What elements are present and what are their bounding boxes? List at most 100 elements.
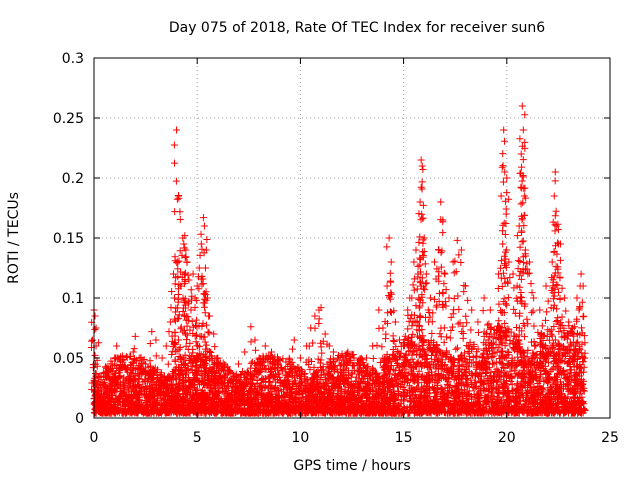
data-point-spread — [228, 398, 236, 406]
data-point-spread — [320, 390, 328, 398]
data-point-spread — [207, 366, 215, 374]
data-point — [518, 102, 526, 110]
data-point-spread — [482, 364, 490, 372]
data-point-spread — [516, 309, 524, 317]
data-point-spread — [480, 328, 488, 336]
data-point-spread — [544, 297, 552, 305]
data-point-spread — [188, 317, 196, 325]
data-point-spread — [202, 288, 210, 296]
data-point-spread — [247, 338, 255, 346]
data-point-spread — [171, 357, 179, 365]
data-point-spread — [489, 400, 497, 408]
data-point-spread — [452, 268, 460, 276]
data-point-spread — [218, 384, 226, 392]
data-point — [521, 246, 529, 254]
data-point — [556, 240, 564, 248]
data-point — [577, 270, 585, 278]
data-point-spread — [440, 389, 448, 397]
data-point-spread — [521, 144, 529, 152]
data-point — [520, 192, 528, 200]
data-point-spread — [247, 359, 255, 367]
data-point-spread — [440, 373, 448, 381]
data-point-spread — [559, 381, 567, 389]
data-point — [526, 258, 534, 266]
data-point-spread — [556, 274, 564, 282]
data-point-spread — [426, 313, 434, 321]
data-point-spread — [518, 297, 526, 305]
data-point-spread — [435, 268, 443, 276]
data-point — [412, 246, 420, 254]
data-point — [91, 312, 99, 320]
data-point-spread — [305, 356, 313, 364]
data-point-spread — [520, 211, 528, 219]
data-point-spread — [167, 304, 175, 312]
data-point-spread — [578, 340, 586, 348]
data-point — [441, 270, 449, 278]
data-point-spread — [536, 372, 544, 380]
data-point-spread — [319, 390, 327, 398]
data-point-spread — [421, 286, 429, 294]
data-point-spread — [454, 292, 462, 300]
data-point-spread — [500, 388, 508, 396]
data-point-spread — [554, 220, 562, 228]
data-point-spread — [206, 381, 214, 389]
data-point-spread — [573, 317, 581, 325]
data-point — [499, 240, 507, 248]
data-point — [383, 282, 391, 290]
data-point-spread — [416, 278, 424, 286]
data-point-spread — [503, 301, 511, 309]
data-point-spread — [418, 363, 426, 371]
data-point-spread — [383, 243, 391, 251]
data-point-spread — [499, 308, 507, 316]
data-point-spread — [431, 295, 438, 303]
data-point-spread — [416, 302, 424, 310]
data-point-spread — [388, 290, 396, 298]
data-point-spread — [514, 372, 522, 380]
data-point-spread — [578, 298, 586, 306]
data-point — [565, 318, 573, 326]
data-point-spread — [506, 274, 514, 282]
data-point-spread — [171, 347, 179, 355]
data-point-spread — [354, 397, 362, 405]
data-point — [166, 318, 174, 326]
data-point-spread — [551, 212, 559, 220]
data-point-spread — [421, 280, 429, 288]
data-point-spread — [419, 201, 427, 209]
data-point-spread — [527, 280, 535, 288]
data-point-spread — [404, 359, 412, 367]
data-point-spread — [451, 386, 459, 394]
data-point-spread — [128, 388, 136, 396]
data-point-spread — [200, 401, 208, 409]
data-point-spread — [511, 343, 519, 351]
data-point-spread — [439, 400, 447, 408]
data-point-spread — [502, 371, 510, 379]
data-point-spread — [417, 407, 425, 415]
data-point-spread — [408, 406, 416, 414]
data-point-spread — [414, 262, 422, 270]
data-point-spread — [453, 344, 461, 352]
data-point-spread — [410, 347, 418, 355]
data-point-spread — [181, 351, 189, 359]
data-point-spread — [122, 402, 130, 410]
data-point-spread — [388, 362, 396, 370]
data-point-spread — [495, 300, 503, 308]
data-point-spread — [416, 345, 424, 353]
data-point-spread — [395, 349, 403, 357]
data-point-spread — [297, 396, 305, 404]
data-point-spread — [521, 138, 529, 146]
data-point-spread — [517, 275, 525, 283]
data-point-spread — [441, 298, 449, 306]
data-point-spread — [349, 391, 357, 399]
data-point-spread — [499, 269, 507, 277]
data-point-spread — [541, 316, 549, 324]
data-point-spread — [553, 369, 561, 377]
data-point-spread — [504, 279, 512, 287]
data-point-spread — [136, 384, 144, 392]
data-point-spread — [550, 272, 558, 280]
data-point-spread — [328, 380, 336, 388]
data-point-spread — [394, 379, 402, 387]
data-point — [503, 174, 511, 182]
data-point-spread — [180, 361, 188, 369]
data-point — [274, 366, 282, 374]
data-point-spread — [187, 381, 195, 389]
